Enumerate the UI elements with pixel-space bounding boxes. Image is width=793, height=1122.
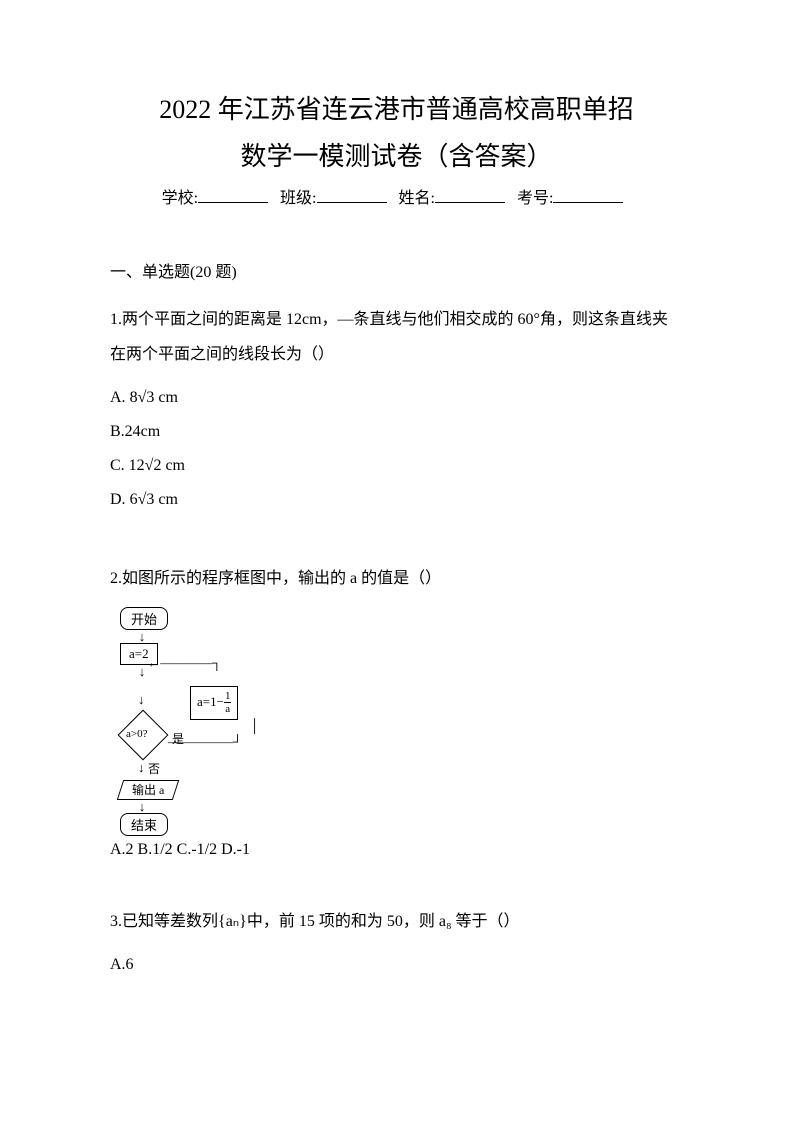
q2-text: 2.如图所示的程序框图中，输出的 a 的值是（） [110,561,683,596]
q3-text-post: 中，前 15 项的和为 50，则 a₈ 等于（） [247,913,520,930]
title-line-1: 2022 年江苏省连云港市普通高校高职单招 [110,90,683,129]
q1-options: A. 8√3 cm B.24cm C. 12√2 cm D. 6√3 cm [110,382,683,516]
fc-arrow-icon: ↓ [138,692,145,708]
q1-d-prefix: D. [110,491,126,508]
name-label: 姓名: [399,190,435,207]
fc-cond-text: a>0? [126,728,147,740]
fc-assign-pre: a=1− [197,694,224,709]
title-line-2: 数学一模测试卷（含答案） [110,137,683,176]
fc-arrow-icon: ↓←――――┐ [120,665,164,678]
fc-start: 开始 [120,607,168,630]
exam-blank[interactable] [553,187,623,203]
q1-a-unit: cm [154,389,178,406]
info-line: 学校: 班级: 姓名: 考号: [110,184,683,208]
fc-arrow-icon: ↓ [120,630,164,643]
q3-options: A.6 [110,949,683,981]
fc-decision: a>0? [118,722,168,748]
fc-arrow-icon: ↓ [138,760,145,776]
q3-option-a: A.6 [110,949,683,981]
q1-a-val: 8√3 [130,389,155,406]
question-1: 1.两个平面之间的距离是 12cm，—条直线与他们相交成的 60°角，则这条直线… [110,302,683,516]
q1-option-b: B.24cm [110,416,683,448]
q1-d-unit: cm [154,491,178,508]
q1-a-prefix: A. [110,389,126,406]
class-blank[interactable] [317,187,387,203]
fc-frac-num: 1 [224,691,232,703]
q1-text: 1.两个平面之间的距离是 12cm，—条直线与他们相交成的 60°角，则这条直线… [110,302,683,372]
fc-frac-den: a [224,703,232,715]
question-2: 2.如图所示的程序框图中，输出的 a 的值是（） 开始 ↓ a=2 ↓←――――… [110,561,683,858]
q1-d-val: 6√3 [130,491,155,508]
name-blank[interactable] [435,187,505,203]
q3-text: 3.已知等差数列{aₙ}中，前 15 项的和为 50，则 a₈ 等于（） [110,904,683,939]
fc-arrow-icon: ↓ [120,800,164,813]
question-3: 3.已知等差数列{aₙ}中，前 15 项的和为 50，则 a₈ 等于（） A.6 [110,904,683,981]
section-header: 一、单选题(20 题) [110,258,683,282]
q1-c-unit: cm [161,457,185,474]
q3-seq: {aₙ} [218,913,247,930]
class-label: 班级: [280,190,316,207]
fc-no-label: 否 [148,760,160,777]
fc-arrow-icon: ―――――┘ [168,734,242,750]
q2-options: A.2 B.1/2 C.-1/2 D.-1 [110,841,683,859]
q1-option-d: D. 6√3 cm [110,484,683,516]
fc-output-text: 输出 a [132,781,164,799]
fc-assign-frac: 1a [224,691,232,715]
fc-end: 结束 [120,813,168,836]
q1-option-c: C. 12√2 cm [110,450,683,482]
school-blank[interactable] [198,187,268,203]
exam-label: 考号: [517,190,553,207]
flowchart: 开始 ↓ a=2 ↓←――――┐ a=1−1a ↓ │ a>0? 是 ―――――… [120,607,683,836]
q3-text-pre: 3.已知等差数列 [110,913,218,930]
q1-c-prefix: C. [110,457,125,474]
q1-c-val: 12√2 [129,457,162,474]
school-label: 学校: [162,190,198,207]
fc-output: 输出 a [117,780,179,800]
fc-assign: a=1−1a [190,686,238,720]
q1-option-a: A. 8√3 cm [110,382,683,414]
